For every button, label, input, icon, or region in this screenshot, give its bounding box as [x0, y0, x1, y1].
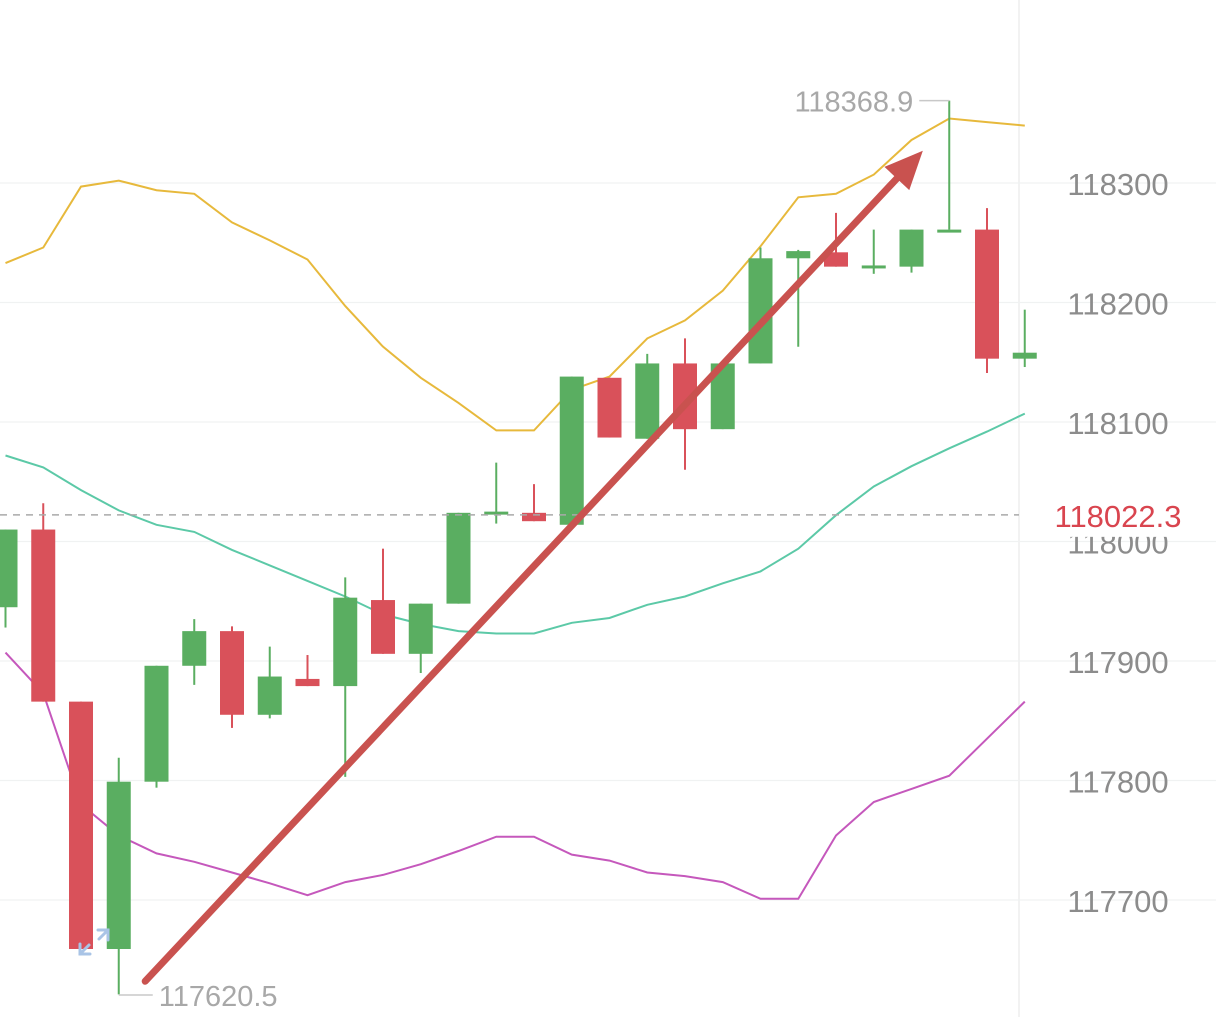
candle-body — [371, 600, 395, 654]
current-price: 118022.3 — [0, 492, 1216, 537]
candle-body — [295, 678, 320, 687]
candle-body — [861, 265, 886, 269]
extreme-markers: 118368.9 117620.5 — [118, 87, 950, 1013]
candle — [635, 353, 660, 439]
candle — [144, 665, 169, 788]
band-line — [5, 412, 1026, 635]
price-axis: 1183001182001181001180001179001178001177… — [1067, 167, 1168, 919]
candle-body — [220, 631, 244, 715]
candles — [0, 100, 1037, 995]
current-price-label: 118022.3 — [1055, 499, 1182, 534]
candle — [106, 757, 131, 995]
candle-body — [597, 377, 622, 438]
candle — [446, 512, 471, 604]
expand-icon-stroke — [78, 943, 91, 956]
candle-body — [824, 252, 848, 267]
axis-tick-label: 118300 — [1067, 167, 1168, 202]
candle — [522, 484, 546, 522]
candle — [937, 100, 962, 233]
candle-body — [1012, 352, 1037, 359]
candle-body — [635, 363, 660, 439]
candle-body — [69, 701, 93, 949]
trend-arrowhead — [884, 150, 923, 191]
candle-body — [333, 597, 358, 687]
candle — [786, 249, 811, 347]
trend-arrow — [141, 150, 923, 985]
candle — [295, 655, 320, 687]
candle-body — [446, 512, 471, 604]
candle-body — [31, 529, 56, 702]
candle — [371, 548, 395, 654]
candle-body — [182, 631, 207, 666]
candle-body — [257, 676, 282, 715]
candle — [333, 577, 358, 777]
candle — [1012, 309, 1037, 368]
candle — [220, 626, 244, 728]
candle — [0, 529, 18, 628]
candle — [408, 603, 433, 673]
candle-body — [786, 251, 811, 259]
band-line — [4, 651, 1026, 900]
axis-tick-label: 117700 — [1067, 884, 1168, 919]
band-line — [5, 117, 1025, 432]
candle — [861, 229, 886, 274]
candle — [559, 376, 584, 525]
candle — [182, 619, 207, 685]
candle-body — [559, 376, 584, 525]
fullscreen-icon[interactable] — [78, 928, 110, 956]
trend-arrow-shaft — [141, 174, 901, 985]
expand-icon-stroke — [97, 928, 110, 941]
candle — [484, 462, 509, 524]
candle-body — [484, 511, 509, 515]
candle-body — [975, 229, 999, 359]
high-marker-label: 118368.9 — [794, 87, 913, 119]
axis-tick-label: 117900 — [1067, 645, 1168, 680]
candle — [748, 247, 773, 364]
candle — [69, 701, 93, 949]
candle — [31, 503, 56, 702]
candle-body — [937, 229, 962, 233]
candle-body — [899, 229, 924, 267]
axis-tick-label: 118200 — [1067, 287, 1168, 322]
expand-icon — [78, 928, 110, 956]
candle-body — [522, 512, 546, 522]
candle-body — [144, 665, 169, 782]
band-lines — [4, 117, 1026, 900]
candle-body — [0, 529, 18, 608]
low-marker-label: 117620.5 — [159, 981, 278, 1013]
axis-tick-label: 118100 — [1067, 406, 1168, 441]
current-price-label-bg — [1036, 492, 1216, 537]
candle — [257, 646, 282, 719]
candle — [975, 208, 999, 374]
candle — [597, 377, 622, 438]
axis-tick-label: 117800 — [1067, 765, 1168, 800]
candle — [899, 229, 924, 273]
candle-body — [106, 781, 131, 949]
candle-body — [408, 603, 433, 654]
